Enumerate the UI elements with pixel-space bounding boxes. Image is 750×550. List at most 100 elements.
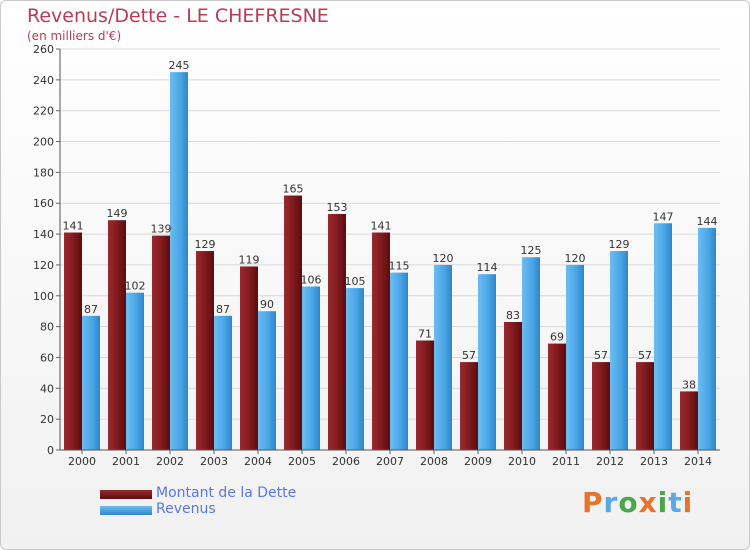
y-tick-label-0: 0 [47, 444, 54, 457]
bar-dette-2000 [64, 232, 82, 450]
bar-dette-2014 [680, 391, 698, 450]
bar-dette-2003 [196, 251, 214, 450]
x-tick-label-2004: 2004 [244, 455, 272, 468]
bar-revenus-2013 [654, 223, 672, 450]
x-tick-label-2000: 2000 [68, 455, 96, 468]
data-label-dette-2014: 38 [682, 378, 696, 391]
x-tick-label-2014: 2014 [684, 455, 712, 468]
data-label-dette-2006: 153 [327, 201, 348, 214]
bars [64, 72, 716, 450]
bar-dette-2002 [152, 235, 170, 450]
bar-revenus-2002 [170, 72, 188, 450]
bar-revenus-2004 [258, 311, 276, 450]
bar-revenus-2005 [302, 286, 320, 450]
legend-label-dette: Montant de la Dette [156, 485, 297, 501]
chart-title: Revenus/Dette - LE CHEFRESNE [27, 5, 329, 27]
bar-revenus-2003 [214, 315, 232, 450]
x-tick-label-2002: 2002 [156, 455, 184, 468]
bar-revenus-2006 [346, 288, 364, 450]
data-label-revenus-2005: 106 [301, 274, 322, 287]
data-label-dette-2000: 141 [63, 220, 84, 233]
data-label-dette-2004: 119 [239, 253, 260, 266]
data-label-dette-2008: 71 [418, 327, 432, 340]
data-label-dette-2005: 165 [283, 183, 304, 196]
data-label-revenus-2004: 90 [260, 298, 274, 311]
y-tick-label-260: 260 [33, 43, 54, 56]
x-tick-label-2006: 2006 [332, 455, 360, 468]
y-tick-label-60: 60 [40, 351, 54, 364]
data-label-revenus-2008: 120 [433, 252, 454, 265]
y-tick-label-180: 180 [33, 166, 54, 179]
y-tick-label-160: 160 [33, 197, 54, 210]
bar-revenus-2008 [434, 264, 452, 450]
x-tick-label-2009: 2009 [464, 455, 492, 468]
data-label-dette-2003: 129 [195, 238, 216, 251]
data-label-revenus-2001: 102 [125, 280, 146, 293]
data-label-revenus-2013: 147 [653, 210, 674, 223]
y-tick-label-220: 220 [33, 105, 54, 118]
data-label-dette-2011: 69 [550, 331, 564, 344]
x-axis-ticks: 2000 2001 2002 2003 2004 2005 2006 2007 2008 2009… [68, 450, 712, 468]
data-label-dette-2012: 57 [594, 349, 608, 362]
x-tick-label-2003: 2003 [200, 455, 228, 468]
x-tick-label-2012: 2012 [596, 455, 624, 468]
bar-revenus-2000 [82, 315, 100, 450]
logo-letter: i [682, 486, 694, 519]
bar-dette-2013 [636, 362, 654, 450]
logo-letter: t [668, 486, 683, 519]
bar-revenus-2007 [390, 272, 408, 450]
data-label-revenus-2012: 129 [609, 238, 630, 251]
bar-revenus-2012 [610, 251, 628, 450]
data-label-revenus-2002: 245 [169, 59, 190, 72]
bar-revenus-2011 [566, 264, 584, 450]
bar-dette-2006 [328, 214, 346, 450]
logo-letter: x [638, 486, 658, 519]
data-label-dette-2007: 141 [371, 220, 392, 233]
y-axis-ticks: 0 20 40 60 80 100 120 140 160 180 200 220 240 260 [33, 43, 60, 457]
x-tick-label-2010: 2010 [508, 455, 536, 468]
x-tick-label-2008: 2008 [420, 455, 448, 468]
x-tick-label-2005: 2005 [288, 455, 316, 468]
legend-label-revenus: Revenus [156, 501, 216, 517]
bar-revenus-2010 [522, 257, 540, 450]
axes [59, 49, 720, 451]
x-tick-label-2011: 2011 [552, 455, 580, 468]
data-label-dette-2009: 57 [462, 349, 476, 362]
data-labels: 141 87 149 102 139 245 129 87 119 90 165 106 153 105 1… [63, 59, 718, 391]
bar-revenus-2001 [126, 292, 144, 450]
y-tick-label-20: 20 [40, 413, 54, 426]
bar-dette-2009 [460, 362, 478, 450]
y-tick-label-200: 200 [33, 136, 54, 149]
data-label-revenus-2009: 114 [477, 261, 498, 274]
data-label-revenus-2003: 87 [216, 303, 230, 316]
data-label-revenus-2011: 120 [565, 252, 586, 265]
y-tick-label-120: 120 [33, 259, 54, 272]
bar-dette-2001 [108, 220, 126, 450]
data-label-revenus-2007: 115 [389, 260, 410, 273]
x-tick-label-2001: 2001 [112, 455, 140, 468]
y-tick-label-240: 240 [33, 74, 54, 87]
logo-letter: P [582, 486, 604, 519]
bar-dette-2005 [284, 195, 302, 450]
data-label-revenus-2010: 125 [521, 244, 542, 257]
data-label-dette-2002: 139 [151, 223, 172, 236]
bar-dette-2004 [240, 266, 258, 450]
logo-letter: o [618, 486, 639, 519]
data-label-dette-2010: 83 [506, 309, 520, 322]
bar-revenus-2014 [698, 227, 716, 450]
bar-dette-2008 [416, 340, 434, 450]
bar-dette-2012 [592, 362, 610, 450]
data-label-revenus-2006: 105 [345, 275, 366, 288]
bar-dette-2011 [548, 343, 566, 450]
y-tick-label-40: 40 [40, 382, 54, 395]
y-tick-label-140: 140 [33, 228, 54, 241]
legend-swatch-dette [100, 490, 152, 499]
logo-letter: r [603, 486, 619, 519]
logo-letter: i [657, 486, 669, 519]
bar-revenus-2009 [478, 274, 496, 450]
data-label-dette-2001: 149 [107, 207, 128, 220]
y-tick-label-100: 100 [33, 290, 54, 303]
legend-swatch-revenus [100, 506, 152, 515]
bar-dette-2007 [372, 232, 390, 450]
